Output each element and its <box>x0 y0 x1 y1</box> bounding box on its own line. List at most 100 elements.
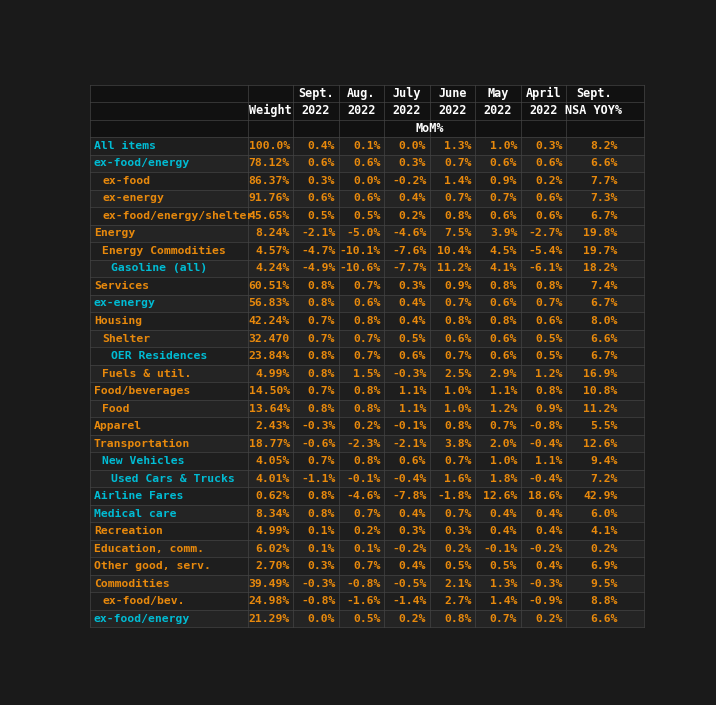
Text: 6.7%: 6.7% <box>590 211 618 221</box>
Text: Food: Food <box>102 403 130 414</box>
Text: 0.7%: 0.7% <box>353 281 381 291</box>
Text: -5.0%: -5.0% <box>347 228 381 238</box>
Text: -0.8%: -0.8% <box>347 579 381 589</box>
Text: Recreation: Recreation <box>94 526 163 536</box>
Text: 7.3%: 7.3% <box>590 193 618 204</box>
Text: 4.24%: 4.24% <box>256 264 290 274</box>
Text: -0.3%: -0.3% <box>301 579 335 589</box>
Text: 16.9%: 16.9% <box>584 369 618 379</box>
Text: Education, comm.: Education, comm. <box>94 544 204 553</box>
Text: New Vehicles: New Vehicles <box>102 456 185 466</box>
Text: 0.4%: 0.4% <box>490 508 518 519</box>
Text: -0.2%: -0.2% <box>392 544 426 553</box>
Text: 6.6%: 6.6% <box>590 159 618 168</box>
Text: 10.8%: 10.8% <box>584 386 618 396</box>
Text: 0.8%: 0.8% <box>308 403 335 414</box>
Text: May: May <box>487 87 508 100</box>
Bar <box>90 364 644 382</box>
Text: -7.8%: -7.8% <box>392 491 426 501</box>
Text: 6.7%: 6.7% <box>590 298 618 309</box>
Text: Fuels & util.: Fuels & util. <box>102 369 192 379</box>
Bar <box>90 540 644 558</box>
Text: 0.62%: 0.62% <box>256 491 290 501</box>
Text: 0.5%: 0.5% <box>490 561 518 571</box>
Text: July: July <box>392 87 421 100</box>
Text: -5.4%: -5.4% <box>528 246 563 256</box>
Text: ex-energy: ex-energy <box>94 298 156 309</box>
Text: 8.8%: 8.8% <box>590 596 618 606</box>
Text: 0.8%: 0.8% <box>445 613 472 624</box>
Text: 0.7%: 0.7% <box>445 508 472 519</box>
Text: 1.5%: 1.5% <box>353 369 381 379</box>
Text: 0.3%: 0.3% <box>399 281 426 291</box>
Text: 11.2%: 11.2% <box>584 403 618 414</box>
Text: 19.7%: 19.7% <box>584 246 618 256</box>
Text: 18.6%: 18.6% <box>528 491 563 501</box>
Text: 0.5%: 0.5% <box>353 211 381 221</box>
Text: 18.77%: 18.77% <box>248 439 290 448</box>
Text: 9.5%: 9.5% <box>590 579 618 589</box>
Text: 0.8%: 0.8% <box>308 351 335 361</box>
Text: 0.2%: 0.2% <box>445 544 472 553</box>
Text: 0.8%: 0.8% <box>490 281 518 291</box>
Text: 32.470: 32.470 <box>248 333 290 343</box>
Text: 19.8%: 19.8% <box>584 228 618 238</box>
Text: 39.49%: 39.49% <box>248 579 290 589</box>
Text: 42.9%: 42.9% <box>584 491 618 501</box>
Text: 0.8%: 0.8% <box>308 298 335 309</box>
Text: 0.8%: 0.8% <box>353 386 381 396</box>
Bar <box>90 312 644 330</box>
Text: -4.6%: -4.6% <box>347 491 381 501</box>
Text: ex-food/energy: ex-food/energy <box>94 613 190 624</box>
Text: 0.5%: 0.5% <box>536 333 563 343</box>
Bar <box>90 172 644 190</box>
Text: 1.0%: 1.0% <box>445 386 472 396</box>
Text: 0.7%: 0.7% <box>353 333 381 343</box>
Text: 0.2%: 0.2% <box>590 544 618 553</box>
Text: 0.8%: 0.8% <box>353 403 381 414</box>
Text: 0.7%: 0.7% <box>308 333 335 343</box>
Text: 56.83%: 56.83% <box>248 298 290 309</box>
Text: 0.1%: 0.1% <box>353 544 381 553</box>
Text: 0.7%: 0.7% <box>445 456 472 466</box>
Text: 1.2%: 1.2% <box>536 369 563 379</box>
Text: 7.5%: 7.5% <box>445 228 472 238</box>
Text: 0.6%: 0.6% <box>536 211 563 221</box>
Text: 1.1%: 1.1% <box>399 403 426 414</box>
Text: 0.2%: 0.2% <box>353 421 381 431</box>
Bar <box>90 348 644 364</box>
Text: 0.4%: 0.4% <box>399 298 426 309</box>
Text: -0.4%: -0.4% <box>392 474 426 484</box>
Text: 4.05%: 4.05% <box>256 456 290 466</box>
Text: 0.6%: 0.6% <box>399 351 426 361</box>
Text: 0.4%: 0.4% <box>536 561 563 571</box>
Bar <box>90 154 644 172</box>
Text: ex-food: ex-food <box>102 176 150 186</box>
Text: 91.76%: 91.76% <box>248 193 290 204</box>
Text: -0.2%: -0.2% <box>528 544 563 553</box>
Text: -0.8%: -0.8% <box>528 421 563 431</box>
Text: 2022: 2022 <box>301 104 330 117</box>
Text: 2022: 2022 <box>392 104 421 117</box>
Text: Medical care: Medical care <box>94 508 176 519</box>
Text: 6.9%: 6.9% <box>590 561 618 571</box>
Text: -1.4%: -1.4% <box>392 596 426 606</box>
Text: -0.9%: -0.9% <box>528 596 563 606</box>
Text: 0.7%: 0.7% <box>445 193 472 204</box>
Text: 2.43%: 2.43% <box>256 421 290 431</box>
Text: -4.7%: -4.7% <box>301 246 335 256</box>
Text: 0.6%: 0.6% <box>353 298 381 309</box>
Text: 0.7%: 0.7% <box>536 298 563 309</box>
Text: Food/beverages: Food/beverages <box>94 386 190 396</box>
Text: All items: All items <box>94 141 156 151</box>
Text: 2.70%: 2.70% <box>256 561 290 571</box>
Text: 0.2%: 0.2% <box>536 613 563 624</box>
Text: 0.6%: 0.6% <box>353 159 381 168</box>
Text: 6.6%: 6.6% <box>590 613 618 624</box>
Text: 6.0%: 6.0% <box>590 508 618 519</box>
Text: 0.8%: 0.8% <box>445 421 472 431</box>
Text: 6.7%: 6.7% <box>590 351 618 361</box>
Text: 0.8%: 0.8% <box>445 316 472 326</box>
Text: -6.1%: -6.1% <box>528 264 563 274</box>
Text: 0.7%: 0.7% <box>308 456 335 466</box>
